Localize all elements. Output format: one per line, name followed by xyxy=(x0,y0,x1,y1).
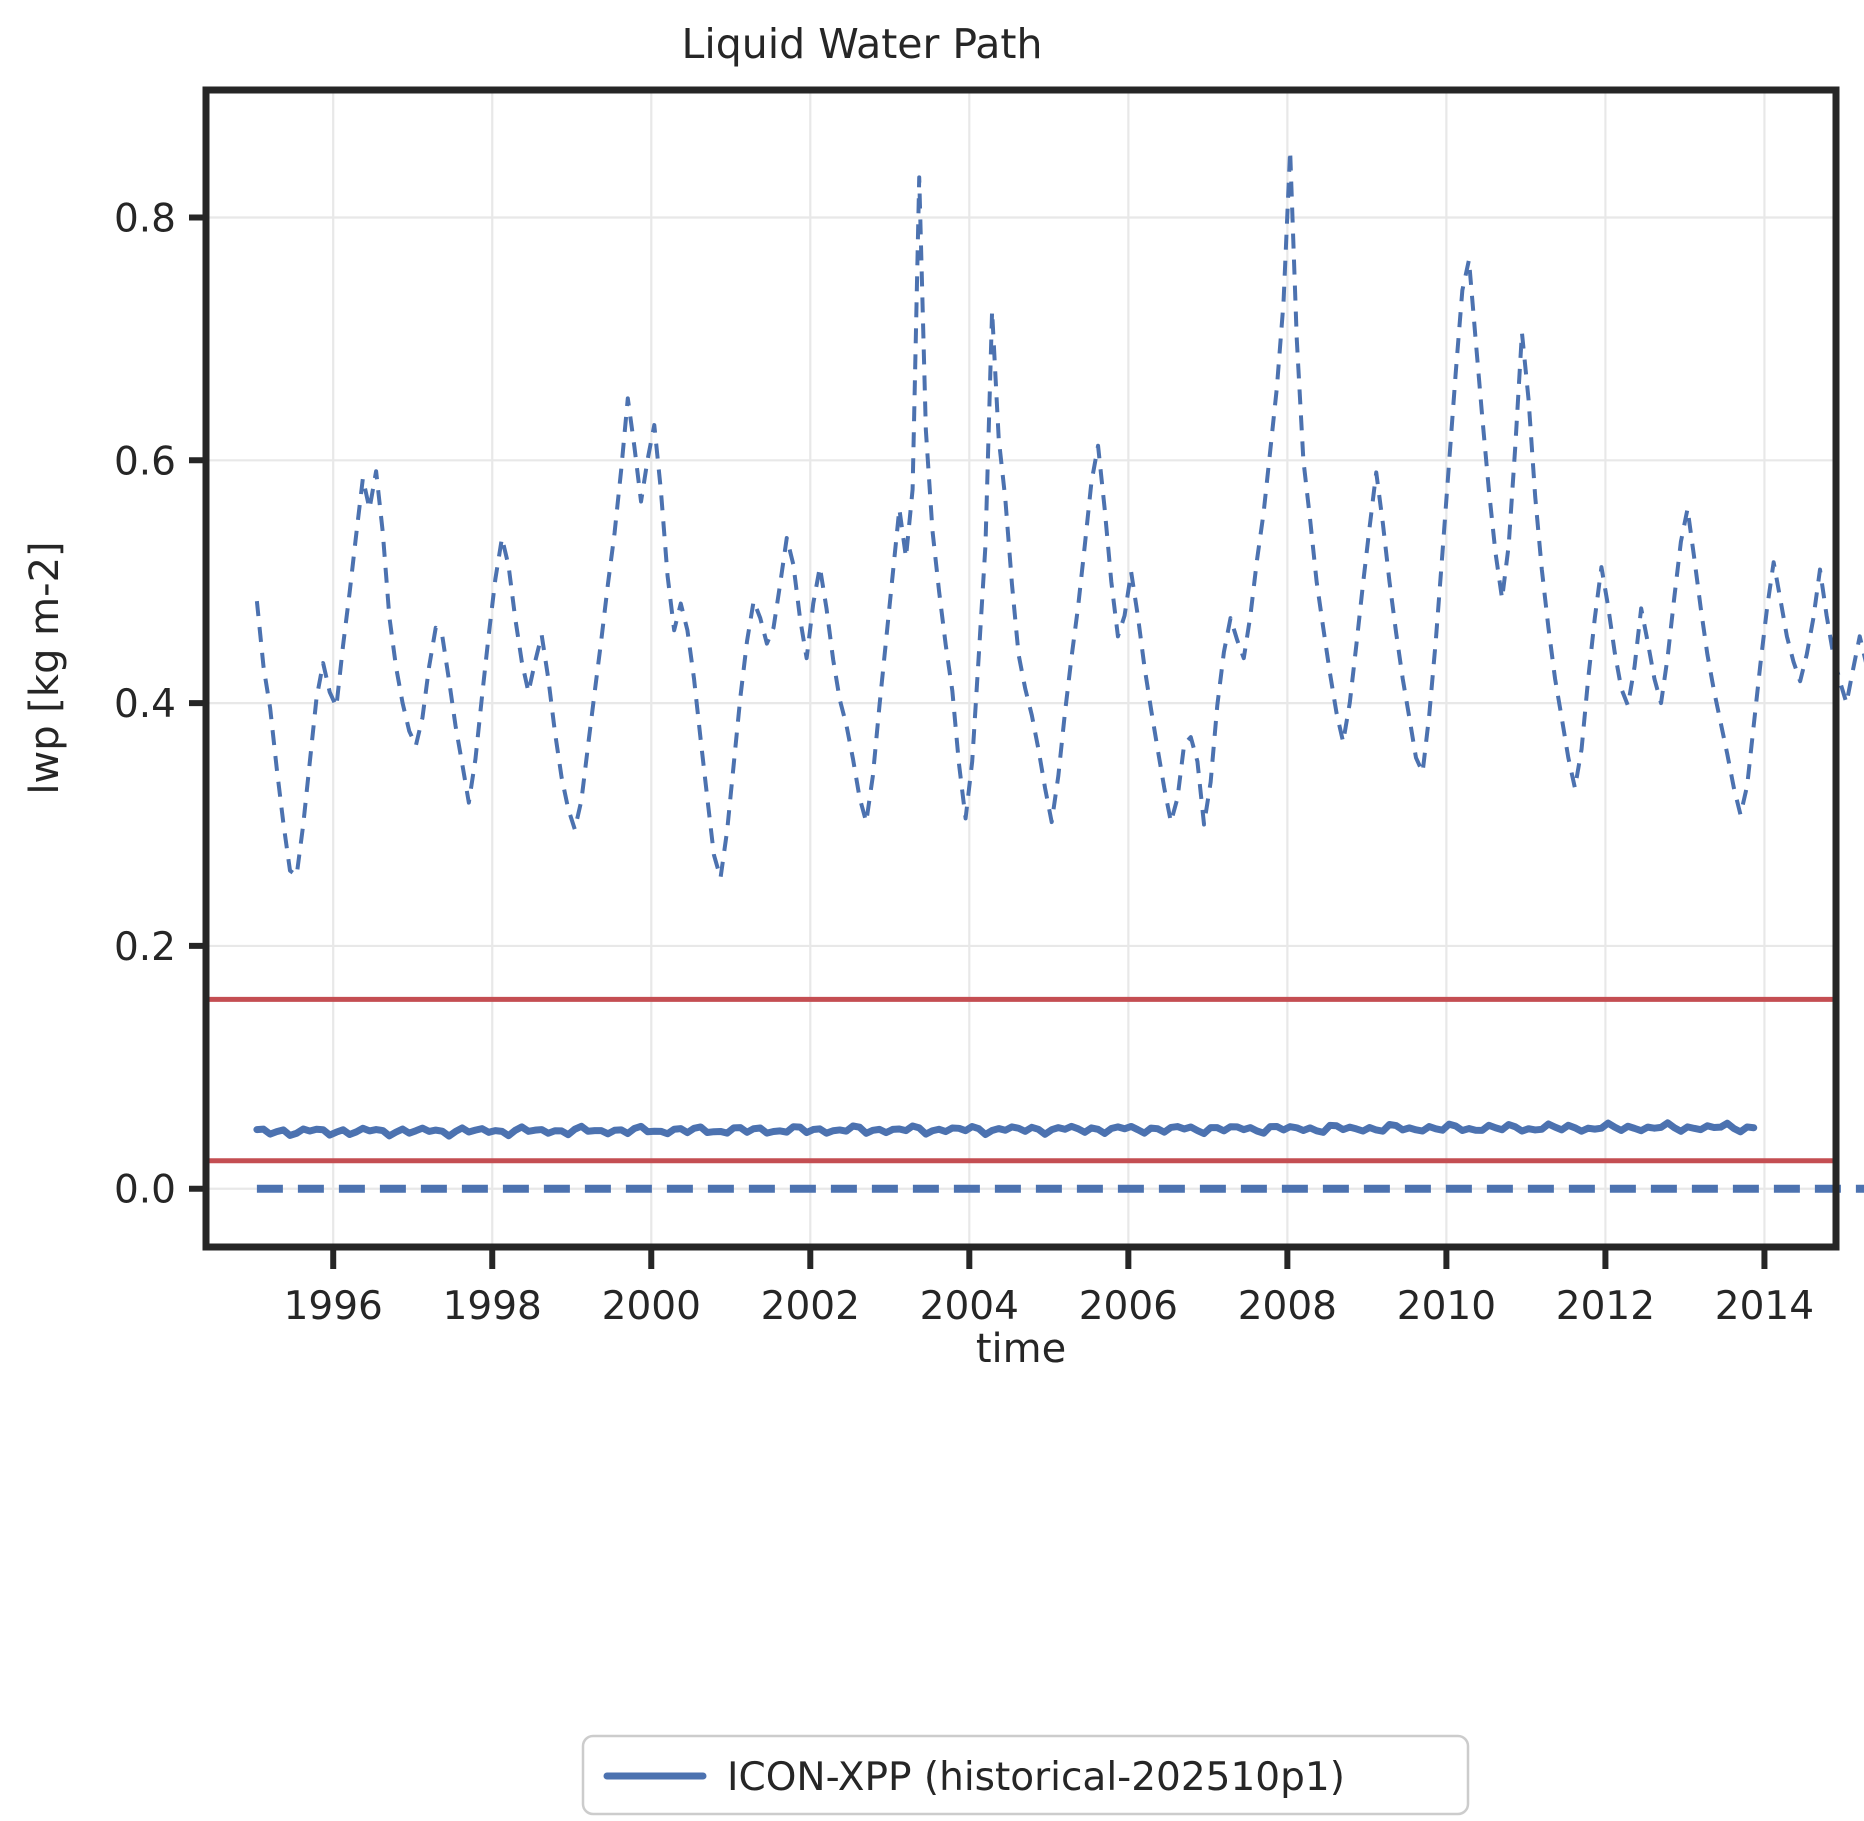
plot-border xyxy=(202,86,1840,1251)
x-tick-label: 2012 xyxy=(1556,1284,1655,1329)
y-tick-label: 0.0 xyxy=(114,1168,176,1213)
x-tick-label: 2014 xyxy=(1715,1284,1814,1329)
reference-lines-layer xyxy=(206,996,1836,1164)
x-axis-label: time xyxy=(976,1326,1066,1372)
y-tick-label: 0.2 xyxy=(114,925,176,970)
legend-label-icon-xpp: ICON-XPP (historical-202510p1) xyxy=(727,1755,1345,1800)
y-tick-label: 0.8 xyxy=(114,196,176,241)
y-axis-label: lwp [kg m-2] xyxy=(22,541,68,794)
x-tick-label: 2000 xyxy=(602,1284,701,1329)
x-tick-label: 1996 xyxy=(284,1284,383,1329)
x-tick-label: 2008 xyxy=(1238,1284,1337,1329)
y-tick-label: 0.6 xyxy=(114,439,176,484)
y-tick-label: 0.4 xyxy=(114,682,176,727)
gridlines xyxy=(206,90,1836,1247)
x-tick-label: 2010 xyxy=(1397,1284,1496,1329)
chart-title: Liquid Water Path xyxy=(682,20,1043,68)
axis-ticks: 0.0 0.2 0.4 0.6 0.8 1996 1998 2000 2002 2004 2006 2… xyxy=(114,196,1814,1329)
x-tick-label: 2004 xyxy=(920,1284,1019,1329)
chart-legend[interactable]: ICON-XPP (historical-202510p1) xyxy=(581,1734,1470,1816)
data-series-layer xyxy=(253,148,1864,1193)
legend-box xyxy=(581,1734,1470,1816)
x-tick-label: 2006 xyxy=(1079,1284,1178,1329)
x-tick-label: 1998 xyxy=(443,1284,542,1329)
x-tick-label: 2002 xyxy=(761,1284,860,1329)
